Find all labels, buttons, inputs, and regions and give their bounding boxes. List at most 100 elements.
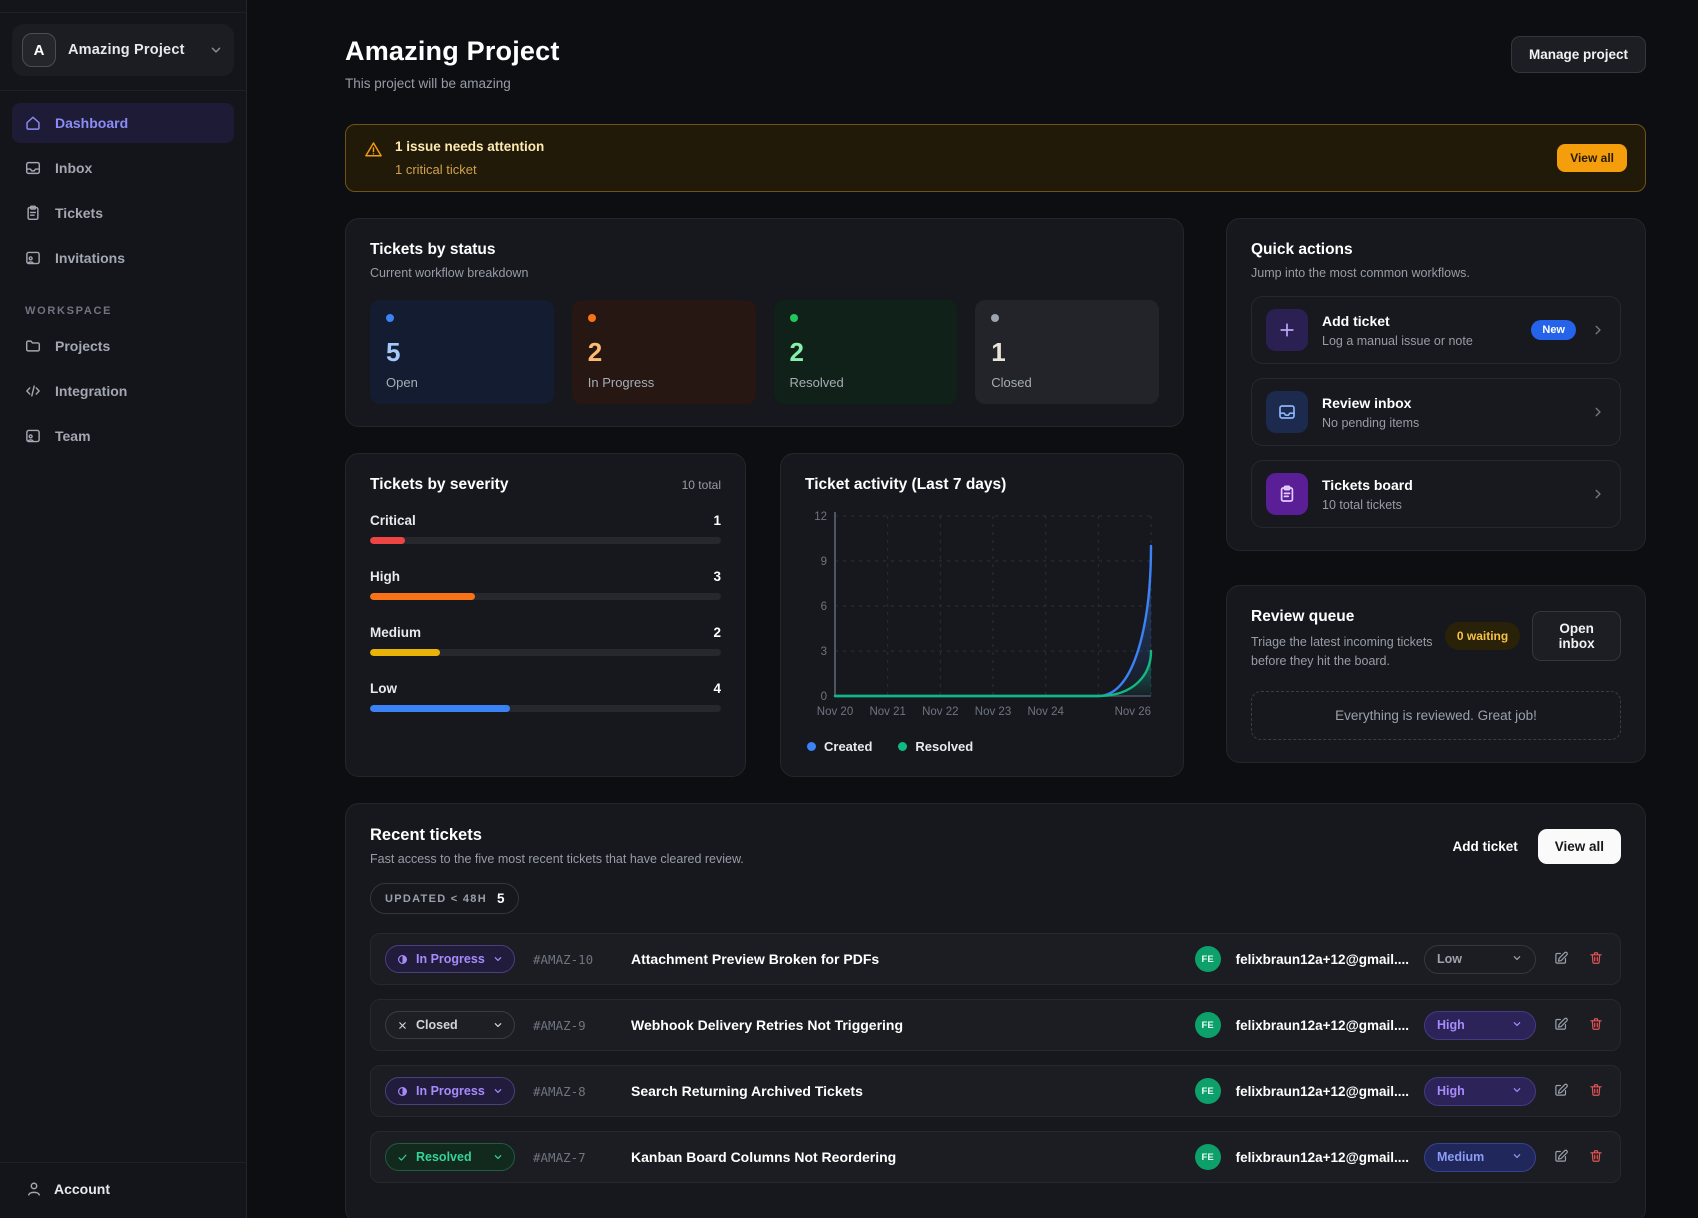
svg-text:Nov 23: Nov 23 [975, 706, 1011, 718]
severity-value: 3 [713, 569, 721, 584]
quick-action-title: Add ticket [1322, 312, 1390, 329]
status-cards: 5 Open 2 In Progress 2 Resolved 1 Closed [370, 300, 1159, 404]
delete-ticket-button[interactable] [1586, 1080, 1606, 1103]
ticket-row: In Progress #AMAZ-10 Attachment Preview … [370, 933, 1621, 985]
ticket-assignee-email: felixbraun12a+12@gmail.... [1235, 951, 1409, 967]
project-switcher[interactable]: A Amazing Project [12, 24, 234, 76]
workspace-section-label: WORKSPACE [25, 305, 113, 317]
sidebar-nav: Dashboard Inbox Tickets Invitations [0, 103, 246, 278]
alert-subtitle: 1 critical ticket [395, 162, 477, 177]
trash-icon [1588, 1082, 1604, 1101]
severity-bar-fill [370, 593, 476, 600]
chevron-down-icon [492, 1019, 504, 1031]
open-inbox-button[interactable]: Open inbox [1532, 611, 1621, 661]
ticket-id: #AMAZ-8 [533, 1083, 586, 1099]
ticket-severity-select[interactable]: High [1424, 1076, 1536, 1106]
ticket-id: #AMAZ-9 [533, 1017, 586, 1033]
edit-ticket-button[interactable] [1551, 1080, 1571, 1103]
sidebar-item-projects[interactable]: Projects [12, 326, 234, 366]
status-dot [386, 314, 394, 322]
clipboard-icon [1266, 473, 1308, 515]
edit-ticket-button[interactable] [1551, 1014, 1571, 1037]
quick-action-title: Review inbox [1322, 394, 1412, 411]
view-all-tickets-button[interactable]: View all [1537, 828, 1621, 864]
edit-ticket-button[interactable] [1551, 948, 1571, 971]
add-ticket-button[interactable]: Add ticket [1452, 838, 1518, 854]
sidebar-item-inbox[interactable]: Inbox [12, 148, 234, 188]
quick-action-add-ticket[interactable]: Add ticket Log a manual issue or note Ne… [1251, 296, 1621, 364]
sidebar-item-account[interactable]: Account [0, 1162, 246, 1218]
quick-action-subtitle: 10 total tickets [1322, 497, 1402, 512]
severity-total: 10 total [681, 478, 721, 492]
edit-ticket-button[interactable] [1551, 1146, 1571, 1169]
severity-value: 4 [713, 681, 721, 696]
sidebar-item-dashboard[interactable]: Dashboard [12, 103, 234, 143]
status-panel-subtitle: Current workflow breakdown [370, 266, 529, 280]
ticket-status-label: Resolved [416, 1150, 472, 1164]
ticket-severity-select[interactable]: Low [1424, 944, 1536, 974]
quick-action-tickets-board[interactable]: Tickets board 10 total tickets [1251, 460, 1621, 528]
alert-view-all-button[interactable]: View all [1557, 144, 1627, 172]
ticket-title: Webhook Delivery Retries Not Triggering [631, 1017, 904, 1033]
chevron-right-icon [1590, 486, 1606, 502]
page-header: Amazing Project This project will be ama… [345, 36, 1646, 91]
frame-person-icon [24, 427, 42, 445]
ticket-status-select[interactable]: In Progress [385, 945, 515, 973]
delete-ticket-button[interactable] [1586, 1014, 1606, 1037]
updated-badge-count: 5 [496, 891, 505, 906]
severity-bar-track [370, 705, 721, 712]
chevron-down-icon [492, 1085, 504, 1097]
sidebar-item-tickets[interactable]: Tickets [12, 193, 234, 233]
severity-label: Low [370, 681, 397, 696]
severity-value: 2 [713, 625, 721, 640]
main-content: Amazing Project This project will be ama… [247, 0, 1698, 1218]
status-card-closed: 1 Closed [975, 300, 1159, 404]
inbox-icon [24, 159, 42, 177]
status-count: 5 [386, 337, 401, 367]
ticket-id: #AMAZ-7 [533, 1149, 586, 1165]
ticket-status-select[interactable]: Closed [385, 1011, 515, 1039]
code-icon [24, 382, 42, 400]
status-label: Resolved [789, 375, 844, 390]
person-icon [25, 1180, 43, 1198]
delete-ticket-button[interactable] [1586, 948, 1606, 971]
svg-text:Nov 24: Nov 24 [1027, 706, 1064, 718]
chevron-down-icon [492, 953, 504, 965]
status-dot [587, 314, 596, 322]
ticket-status-label: In Progress [416, 952, 485, 966]
legend-dot [898, 742, 908, 751]
svg-text:0: 0 [821, 691, 827, 703]
delete-ticket-button[interactable] [1586, 1146, 1606, 1169]
ticket-severity-label: Medium [1437, 1150, 1485, 1164]
quick-action-review-inbox[interactable]: Review inbox No pending items [1251, 378, 1621, 446]
ticket-status-select[interactable]: In Progress [385, 1077, 515, 1105]
quick-actions-title: Quick actions [1251, 241, 1353, 258]
ticket-status-label: In Progress [416, 1084, 485, 1098]
quick-action-subtitle: No pending items [1322, 415, 1420, 430]
edit-icon [1553, 950, 1569, 969]
manage-project-button[interactable]: Manage project [1510, 36, 1646, 73]
sidebar-item-team[interactable]: Team [12, 416, 234, 456]
check-icon [396, 1151, 409, 1164]
ticket-severity-select[interactable]: Medium [1424, 1142, 1536, 1172]
waiting-count-badge: 0 waiting [1444, 622, 1521, 650]
avatar: FE [1194, 946, 1221, 972]
ticket-severity-label: High [1437, 1084, 1465, 1098]
recent-tickets-title: Recent tickets [370, 826, 482, 844]
activity-panel-title: Ticket activity (Last 7 days) [805, 476, 1007, 493]
ticket-severity-label: High [1437, 1018, 1465, 1032]
status-count: 2 [789, 337, 804, 367]
status-dot [789, 314, 798, 322]
svg-text:6: 6 [821, 601, 827, 613]
edit-icon [1553, 1016, 1569, 1035]
status-label: In Progress [587, 375, 655, 390]
severity-label: High [370, 569, 400, 584]
sidebar-item-invitations[interactable]: Invitations [12, 238, 234, 278]
sidebar-item-integration[interactable]: Integration [12, 371, 234, 411]
sidebar: A Amazing Project Dashboard Inbox Ticket… [0, 0, 247, 1218]
half-circle-icon [396, 1085, 409, 1098]
tickets-by-severity-panel: Tickets by severity 10 total Critical 1 … [345, 453, 746, 777]
new-badge: New [1531, 320, 1576, 340]
ticket-severity-select[interactable]: High [1424, 1010, 1536, 1040]
ticket-status-select[interactable]: Resolved [385, 1143, 515, 1171]
